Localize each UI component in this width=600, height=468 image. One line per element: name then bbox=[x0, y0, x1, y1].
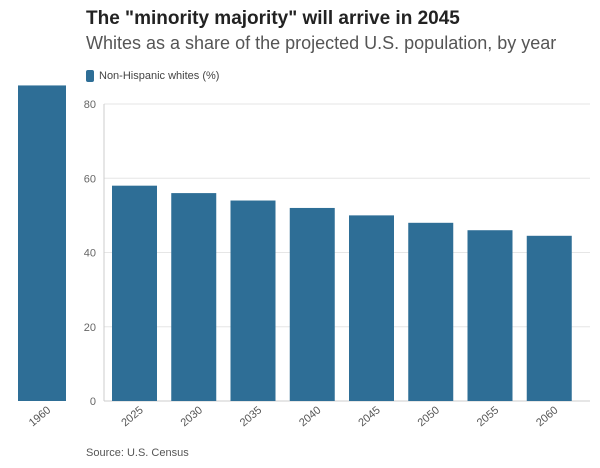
source-note: Source: U.S. Census bbox=[86, 447, 189, 459]
y-tick-label: 20 bbox=[84, 322, 96, 334]
bar-2040 bbox=[289, 207, 335, 401]
bar-2025 bbox=[112, 185, 157, 401]
chart-subtitle: Whites as a share of the projected U.S. … bbox=[86, 33, 557, 53]
bar-2045 bbox=[349, 215, 394, 401]
y-tick-label: 80 bbox=[84, 99, 96, 111]
x-tick-label: 2055 bbox=[475, 404, 501, 429]
bar-2055 bbox=[467, 230, 513, 401]
x-tick-label: 2030 bbox=[179, 404, 205, 429]
x-tick-label: 2045 bbox=[356, 404, 382, 429]
bar-1960 bbox=[18, 85, 66, 401]
y-tick-label: 0 bbox=[90, 396, 96, 408]
x-tick-label: 2050 bbox=[416, 404, 442, 429]
bar-2035 bbox=[230, 200, 276, 401]
chart-title: The "minority majority" will arrive in 2… bbox=[86, 8, 460, 29]
bar-2050 bbox=[408, 222, 454, 401]
x-tick-label: 2035 bbox=[238, 404, 264, 429]
y-tick-label: 40 bbox=[84, 248, 96, 260]
legend-swatch bbox=[86, 70, 94, 82]
bar-2030 bbox=[171, 193, 217, 401]
x-tick-label: 2025 bbox=[119, 404, 145, 429]
y-tick-label: 60 bbox=[84, 173, 96, 185]
x-tick-label: 2060 bbox=[534, 404, 560, 429]
x-tick-label: 1960 bbox=[27, 404, 53, 429]
legend: Non-Hispanic whites (%) bbox=[86, 70, 219, 82]
bar-2060 bbox=[526, 235, 572, 401]
x-tick-label: 2040 bbox=[297, 404, 323, 429]
legend-label: Non-Hispanic whites (%) bbox=[99, 70, 220, 82]
